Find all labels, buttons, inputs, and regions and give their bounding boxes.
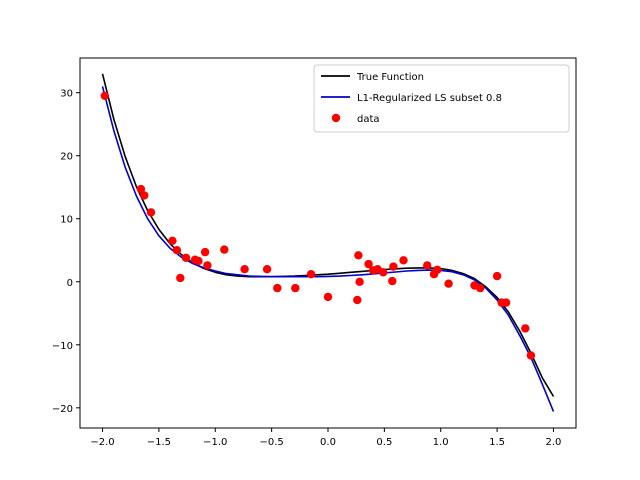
y-tick-label: 20 [60, 152, 73, 163]
data-point [168, 236, 177, 245]
x-tick-label: 0.5 [376, 437, 392, 448]
data-point [273, 283, 282, 293]
data-point [389, 262, 398, 271]
x-tick-label: −1.5 [147, 437, 171, 448]
data-point [492, 271, 502, 281]
data-point [240, 265, 249, 274]
legend-box [313, 64, 570, 133]
x-tick-label: 0.0 [320, 437, 336, 448]
data-point [220, 245, 229, 254]
x-tick-label: −2.0 [90, 437, 114, 448]
data-point [194, 256, 203, 266]
data-point [136, 184, 146, 194]
y-tick-label: −10 [52, 341, 73, 352]
legend-label: data [357, 114, 380, 125]
data-point [526, 351, 536, 360]
data-point [203, 261, 212, 270]
data-point [379, 268, 388, 277]
x-tick-label: 1.5 [489, 437, 505, 448]
data-point [181, 253, 191, 262]
data-point [423, 261, 432, 270]
data-point [146, 208, 156, 217]
legend-label: True Function [356, 72, 424, 83]
data-point [172, 246, 182, 255]
legend-marker-swatch [331, 113, 341, 123]
data-point [444, 279, 453, 288]
legend: True Function L1-Regularized LS subset 0.… [313, 64, 570, 133]
data-point [200, 247, 210, 257]
x-tick-label: 2.0 [546, 437, 562, 448]
y-axis: −20 −10 0 10 20 30 [52, 89, 80, 415]
y-tick-label: 0 [67, 278, 73, 289]
data-point [354, 251, 363, 260]
data-point [176, 273, 185, 283]
data-point [521, 324, 530, 333]
data-point [355, 277, 364, 286]
x-axis: −2.0 −1.5 −1.0 −0.5 0.0 0.5 1.0 1.5 2.0 [90, 428, 561, 448]
data-point [291, 283, 300, 293]
y-tick-label: 30 [60, 89, 73, 100]
data-point [388, 276, 397, 286]
data-point [323, 292, 333, 302]
data-point [399, 256, 408, 265]
data-point [262, 265, 272, 274]
data-point [476, 283, 485, 293]
series-layer [100, 73, 555, 412]
x-tick-label: 1.0 [433, 437, 449, 448]
data-point [501, 298, 511, 307]
legend-label: L1-Regularized LS subset 0.8 [357, 93, 502, 104]
x-tick-label: −1.0 [203, 437, 227, 448]
data-point [353, 295, 362, 305]
data-point [433, 265, 442, 274]
y-tick-label: −20 [52, 404, 73, 415]
x-tick-label: −0.5 [259, 437, 283, 448]
y-tick-label: 10 [60, 215, 73, 226]
data-point [306, 270, 316, 279]
data-point [140, 191, 149, 200]
data-point [364, 259, 373, 269]
data-point [100, 91, 110, 101]
